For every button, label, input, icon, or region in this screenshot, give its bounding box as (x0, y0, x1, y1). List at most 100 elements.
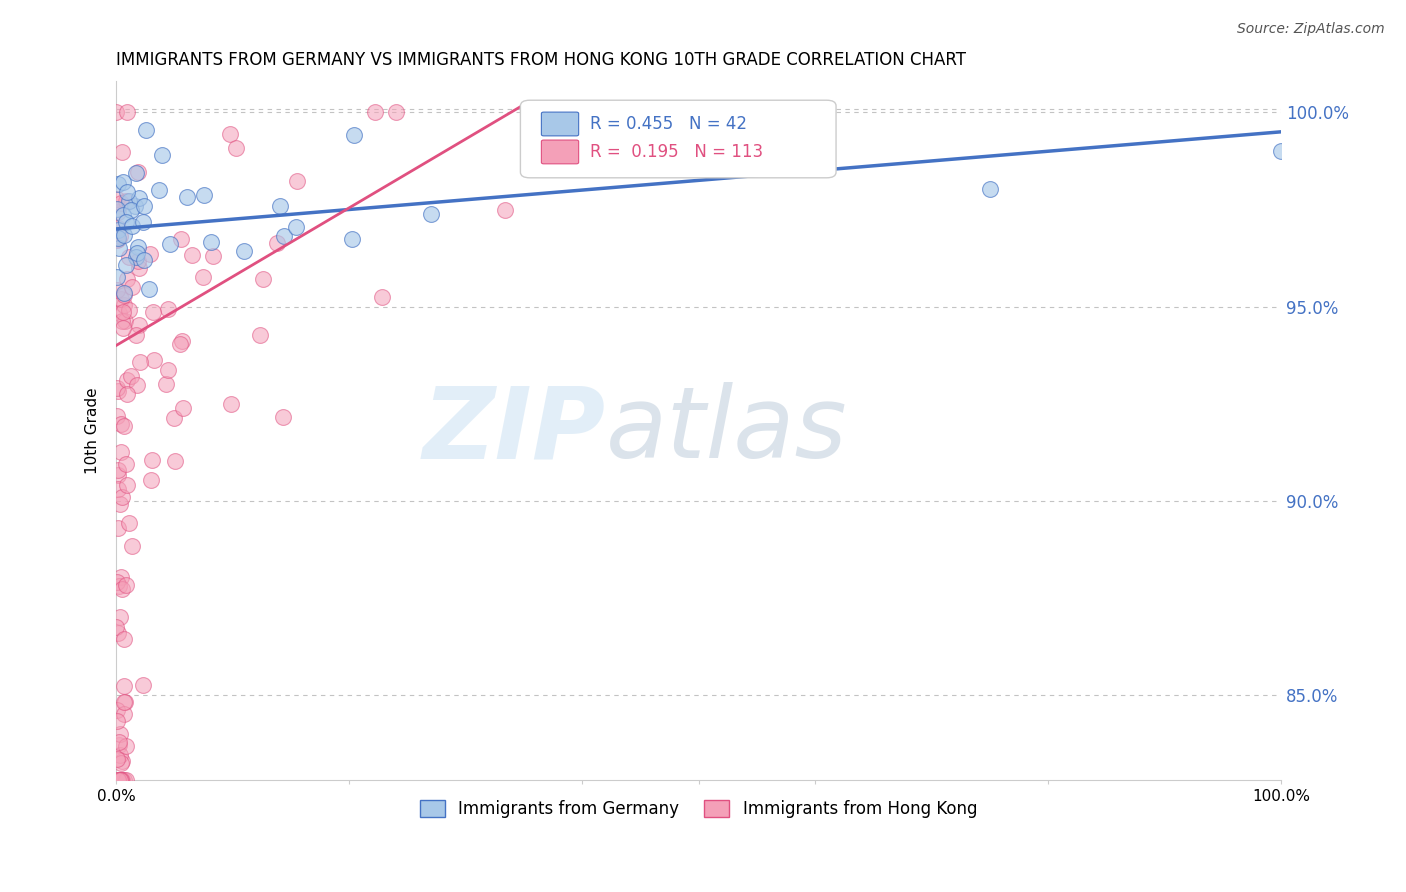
Point (115, 185, 138, 199)
Point (112, 286, 135, 301)
Point (494, 203, 516, 218)
Point (114, 694, 136, 708)
Text: Source: ZipAtlas.com: Source: ZipAtlas.com (1237, 22, 1385, 37)
Point (143, 353, 166, 368)
Point (419, 207, 441, 221)
Point (108, 727, 131, 741)
Point (155, 377, 177, 392)
Point (125, 245, 148, 260)
Point (107, 734, 129, 748)
Point (112, 679, 135, 693)
Point (148, 183, 170, 197)
Point (111, 305, 134, 319)
Point (110, 773, 132, 788)
Point (118, 516, 141, 530)
Point (125, 166, 148, 180)
Point (266, 235, 288, 250)
Point (110, 756, 132, 771)
Point (108, 242, 131, 256)
Point (110, 293, 132, 307)
Point (115, 258, 138, 272)
Point (107, 223, 129, 237)
Text: IMMIGRANTS FROM GERMANY VS IMMIGRANTS FROM HONG KONG 10TH GRADE CORRELATION CHAR: IMMIGRANTS FROM GERMANY VS IMMIGRANTS FR… (117, 51, 966, 69)
Point (200, 235, 222, 249)
Point (105, 233, 128, 247)
Point (105, 284, 128, 298)
Point (115, 105, 138, 120)
Point (135, 122, 157, 136)
Point (163, 411, 186, 425)
Point (120, 202, 142, 217)
Point (124, 199, 146, 213)
Text: R = 0.455   N = 42: R = 0.455 N = 42 (591, 115, 748, 133)
Point (127, 240, 149, 254)
Text: R =  0.195   N = 113: R = 0.195 N = 113 (591, 143, 763, 161)
Point (112, 632, 135, 646)
Point (108, 748, 131, 763)
FancyBboxPatch shape (541, 112, 579, 136)
Point (273, 228, 295, 243)
Point (139, 474, 162, 488)
Point (107, 773, 129, 788)
Point (105, 202, 128, 217)
Point (127, 254, 149, 268)
Point (114, 458, 136, 472)
Point (233, 244, 256, 259)
FancyBboxPatch shape (541, 140, 579, 164)
Point (105, 714, 128, 729)
Point (271, 409, 294, 424)
Point (107, 463, 129, 477)
Point (105, 752, 128, 766)
Point (105, 192, 128, 206)
Point (105, 105, 128, 120)
Point (219, 397, 242, 411)
Point (115, 387, 138, 401)
Point (110, 417, 132, 431)
Point (107, 231, 129, 245)
Point (108, 738, 131, 752)
Point (110, 773, 132, 788)
Y-axis label: 10th Grade: 10th Grade (86, 387, 100, 475)
Point (107, 574, 129, 589)
Point (202, 248, 225, 262)
Point (112, 773, 135, 788)
Point (110, 570, 132, 584)
Point (125, 327, 148, 342)
Point (170, 334, 193, 348)
Point (225, 141, 247, 155)
Point (107, 626, 129, 640)
Point (371, 290, 394, 304)
Point (111, 175, 134, 189)
Point (112, 288, 135, 302)
Point (110, 610, 132, 624)
Point (150, 148, 173, 162)
Text: atlas: atlas (606, 383, 846, 479)
Point (107, 482, 129, 496)
Point (363, 105, 385, 120)
Point (112, 298, 135, 312)
Point (107, 773, 129, 788)
Point (132, 678, 155, 692)
Point (121, 539, 143, 553)
Point (112, 227, 135, 242)
Point (120, 369, 142, 384)
Point (110, 196, 132, 211)
Point (112, 695, 135, 709)
Point (115, 739, 138, 753)
Point (129, 354, 152, 368)
Point (107, 221, 129, 235)
Point (169, 337, 191, 351)
Point (193, 188, 215, 202)
Point (181, 248, 204, 262)
Point (111, 145, 134, 159)
Point (107, 384, 129, 399)
Point (132, 214, 155, 228)
Point (115, 194, 138, 208)
Point (219, 128, 242, 142)
Point (284, 220, 307, 235)
Point (287, 174, 309, 188)
Point (141, 453, 163, 467)
Point (138, 282, 160, 296)
Point (107, 468, 129, 483)
Point (108, 497, 131, 511)
